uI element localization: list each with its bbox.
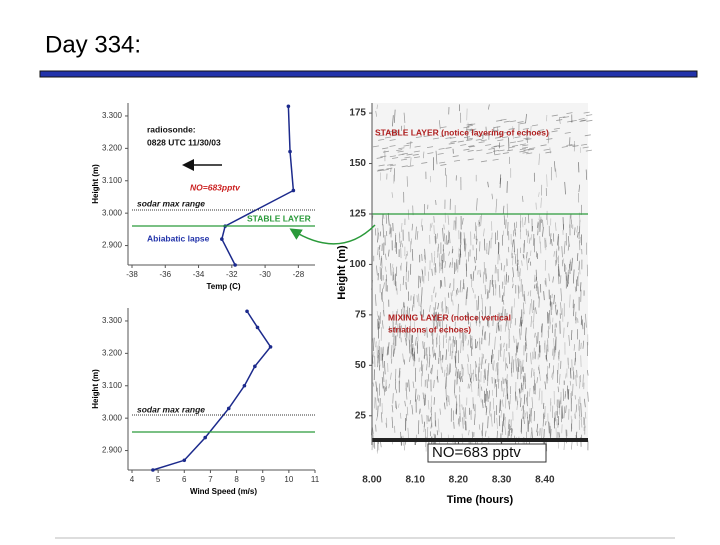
y-tick-label: 175	[349, 108, 366, 119]
y-axis-label: Height (m)	[91, 164, 100, 204]
profile-point	[245, 309, 249, 313]
profile-point	[220, 237, 224, 241]
annotation: MIXING LAYER (notice vertical	[388, 312, 511, 322]
profile-point	[151, 468, 155, 472]
echo-ground	[372, 438, 588, 442]
y-tick-label: 50	[355, 360, 367, 371]
y-tick-label: 3.200	[102, 348, 123, 357]
x-axis-label: Temp (C)	[206, 282, 240, 291]
profile-point	[203, 436, 207, 440]
x-tick-label: 10	[284, 475, 293, 484]
y-tick-label: 25	[355, 410, 367, 421]
profile-point	[227, 407, 231, 411]
x-tick-label: 11	[311, 475, 320, 484]
x-tick-label: 8	[234, 475, 239, 484]
y-tick-label: 3.000	[102, 208, 123, 217]
x-tick-label: 8.00	[362, 475, 382, 486]
x-tick-label: 6	[182, 475, 187, 484]
echo-texture	[564, 441, 565, 450]
y-tick-label: 125	[349, 209, 366, 220]
x-tick-label: 8.10	[405, 475, 425, 486]
x-tick-label: -38	[126, 270, 138, 279]
x-tick-label: -32	[226, 270, 238, 279]
x-tick-label: -28	[293, 270, 305, 279]
y-tick-label: 75	[355, 310, 367, 321]
x-tick-label: 5	[156, 475, 161, 484]
x-axis-label: Wind Speed (m/s)	[190, 487, 257, 496]
annotation: sodar max range	[137, 198, 205, 208]
annotation: sodar max range	[137, 404, 205, 414]
annotation: 0828 UTC 11/30/03	[147, 137, 221, 147]
x-axis-label: Time (hours)	[447, 494, 514, 506]
profile-point	[256, 326, 260, 330]
profile-point	[243, 384, 247, 388]
profile-point	[269, 345, 273, 349]
y-tick-label: 100	[349, 259, 366, 270]
echo-texture	[501, 263, 502, 270]
x-tick-label: 9	[260, 475, 265, 484]
y-tick-label: 2.900	[102, 446, 123, 455]
annotation: STABLE LAYER	[247, 213, 311, 223]
profile-point	[292, 189, 296, 193]
y-tick-label: 3.100	[102, 176, 123, 185]
y-tick-label: 3.000	[102, 413, 123, 422]
y-tick-label: 2.900	[102, 241, 123, 250]
x-tick-label: -30	[259, 270, 271, 279]
annotation: NO=683pptv	[190, 182, 241, 192]
x-tick-label: 8.20	[449, 475, 469, 486]
y-axis-label: Height (m)	[91, 369, 100, 409]
x-tick-label: -36	[159, 270, 171, 279]
x-tick-label: -34	[193, 270, 205, 279]
echo-texture	[481, 387, 482, 391]
y-axis-label: Height (m)	[336, 245, 348, 300]
profile-point	[287, 104, 291, 108]
annotation: STABLE LAYER (notice layering of echoes)	[375, 127, 549, 137]
y-tick-label: 3.300	[102, 316, 123, 325]
arrow	[292, 225, 375, 244]
y-tick-label: 150	[349, 158, 366, 169]
profile-point	[182, 458, 186, 462]
slide-title: Day 334:	[45, 31, 141, 58]
y-tick-label: 3.200	[102, 143, 123, 152]
annotation: striations of echoes)	[388, 324, 471, 334]
profile-point	[233, 263, 237, 267]
title-bar	[40, 71, 697, 77]
annotation: Abiabatic lapse	[147, 233, 210, 243]
y-tick-label: 3.100	[102, 381, 123, 390]
x-tick-label: 4	[130, 475, 135, 484]
annotation: radiosonde:	[147, 124, 196, 134]
x-tick-label: 7	[208, 475, 213, 484]
profile-point	[288, 150, 292, 154]
x-tick-label: 8.30	[492, 475, 512, 486]
y-tick-label: 3.300	[102, 111, 123, 120]
profile-line	[153, 311, 271, 470]
x-tick-label: 8.40	[535, 475, 555, 486]
annotation: NO=683 pptv	[432, 444, 521, 461]
profile-point	[253, 365, 257, 369]
